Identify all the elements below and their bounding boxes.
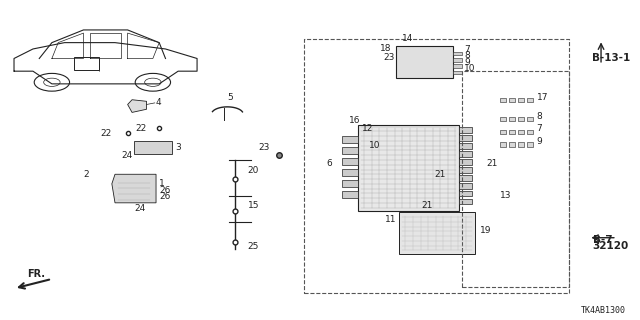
Text: 21: 21 — [435, 170, 446, 179]
Text: 10: 10 — [369, 141, 381, 150]
Text: 16: 16 — [349, 116, 360, 125]
Text: 8: 8 — [464, 52, 470, 60]
Text: B-13-1: B-13-1 — [591, 53, 630, 63]
Circle shape — [145, 78, 161, 86]
Bar — [459, 183, 472, 188]
Bar — [518, 117, 524, 121]
Bar — [459, 175, 472, 180]
Text: 19: 19 — [480, 226, 492, 235]
Text: 14: 14 — [402, 34, 413, 43]
Bar — [527, 117, 533, 121]
Bar — [500, 117, 506, 121]
Text: 23: 23 — [259, 143, 269, 153]
Text: 6: 6 — [327, 159, 333, 168]
Text: 12: 12 — [362, 124, 373, 133]
Text: 21: 21 — [421, 201, 433, 210]
Bar — [452, 64, 462, 68]
Bar — [509, 98, 515, 102]
Bar — [500, 98, 506, 102]
Bar — [527, 130, 533, 134]
Bar — [342, 158, 358, 165]
FancyBboxPatch shape — [396, 46, 452, 77]
Bar — [518, 98, 524, 102]
Text: 1: 1 — [159, 179, 165, 188]
Text: 26: 26 — [159, 192, 171, 201]
Text: FR.: FR. — [27, 269, 45, 279]
Text: 13: 13 — [500, 191, 511, 200]
Text: 8: 8 — [537, 112, 543, 121]
Bar — [500, 130, 506, 134]
Bar — [342, 191, 358, 198]
Bar — [527, 98, 533, 102]
Bar — [459, 199, 472, 204]
Text: 32120: 32120 — [592, 241, 628, 251]
Text: 9: 9 — [537, 137, 543, 146]
Bar — [527, 142, 533, 147]
Bar — [459, 135, 472, 141]
Bar — [509, 117, 515, 121]
FancyBboxPatch shape — [358, 125, 459, 211]
Bar — [459, 167, 472, 173]
Text: 7: 7 — [537, 124, 543, 133]
Bar — [452, 52, 462, 55]
Text: 17: 17 — [537, 93, 548, 102]
FancyBboxPatch shape — [399, 212, 475, 253]
Bar — [452, 58, 462, 62]
Bar — [459, 127, 472, 133]
Text: 22: 22 — [100, 129, 112, 138]
Polygon shape — [127, 100, 147, 112]
Polygon shape — [112, 174, 156, 203]
Text: 4: 4 — [156, 99, 162, 108]
Text: 21: 21 — [486, 159, 497, 168]
Bar — [459, 151, 472, 157]
Bar — [500, 142, 506, 147]
Bar — [74, 57, 99, 69]
Text: B-7: B-7 — [593, 235, 613, 244]
Bar — [342, 147, 358, 154]
Bar — [459, 143, 472, 149]
Bar — [509, 130, 515, 134]
Bar — [342, 180, 358, 187]
Text: 26: 26 — [159, 186, 171, 195]
Bar — [305, 39, 570, 293]
Text: 9: 9 — [464, 58, 470, 67]
Bar — [452, 70, 462, 74]
Bar — [518, 130, 524, 134]
Text: 2: 2 — [83, 171, 89, 180]
Text: 23: 23 — [383, 53, 395, 62]
Text: 11: 11 — [385, 215, 397, 224]
Bar — [134, 141, 172, 154]
Bar — [459, 191, 472, 196]
Circle shape — [44, 78, 60, 86]
Text: 3: 3 — [175, 143, 180, 152]
Text: 20: 20 — [248, 166, 259, 175]
Text: 24: 24 — [122, 151, 132, 160]
Text: 10: 10 — [464, 64, 476, 73]
Circle shape — [34, 73, 70, 91]
Text: 22: 22 — [135, 124, 147, 133]
Text: 15: 15 — [248, 201, 259, 210]
Bar — [459, 159, 472, 165]
Text: TK4AB1300: TK4AB1300 — [581, 307, 627, 316]
Bar — [518, 142, 524, 147]
Text: 7: 7 — [464, 45, 470, 54]
Text: 18: 18 — [380, 44, 392, 52]
Text: 25: 25 — [248, 242, 259, 251]
Circle shape — [135, 73, 170, 91]
Bar — [342, 169, 358, 176]
Text: 5: 5 — [228, 93, 234, 102]
Text: 24: 24 — [134, 204, 145, 213]
Bar — [462, 71, 570, 287]
Bar — [509, 142, 515, 147]
Bar — [342, 136, 358, 142]
